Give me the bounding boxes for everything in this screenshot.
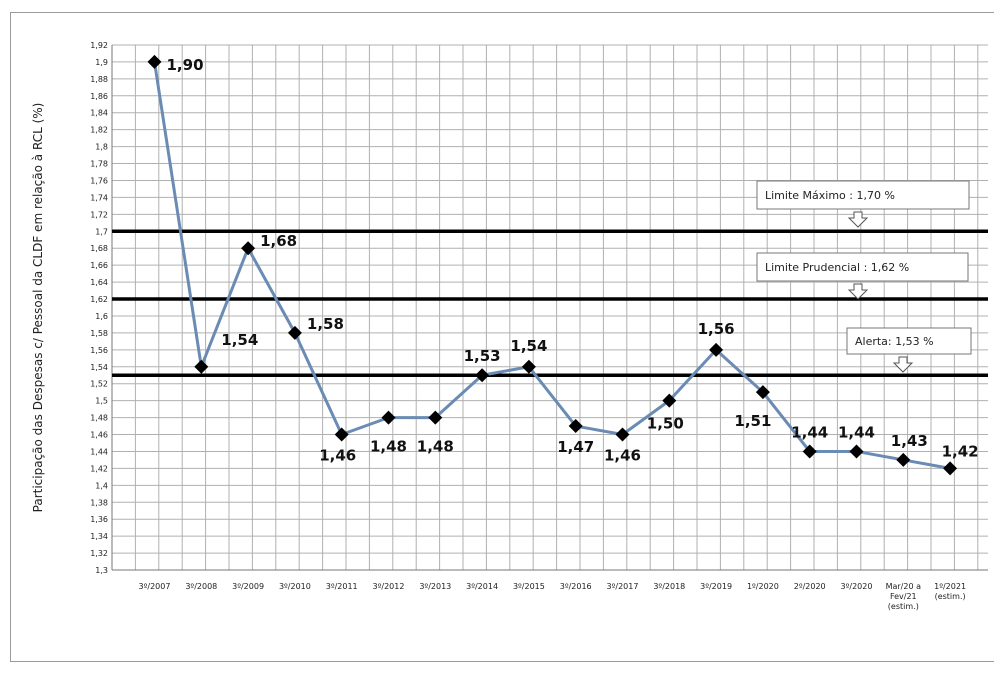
y-tick-label: 1,62 [90, 295, 108, 304]
data-point-marker [709, 342, 724, 357]
data-label: 1,42 [942, 442, 979, 460]
y-tick-label: 1,36 [90, 515, 108, 524]
y-tick-label: 1,66 [90, 261, 108, 270]
chart-frame [10, 12, 994, 662]
data-point-marker [755, 385, 770, 400]
data-label: 1,54 [221, 331, 258, 349]
x-tick-label: 3º/2008 [185, 582, 217, 591]
data-label: 1,48 [370, 438, 407, 456]
data-label: 1,47 [557, 438, 594, 456]
x-tick-label: 3º/2007 [139, 582, 171, 591]
y-tick-label: 1,58 [90, 329, 108, 338]
data-point-marker [381, 410, 396, 425]
data-label: 1,43 [891, 432, 928, 450]
data-point-marker [568, 419, 583, 434]
x-tick-label: 3º/2010 [279, 582, 311, 591]
series-line [153, 61, 951, 470]
y-tick-label: 1,74 [90, 193, 108, 202]
y-tick-label: 1,38 [90, 498, 108, 507]
y-tick-label: 1,44 [90, 447, 108, 456]
y-tick-label: 1,42 [90, 464, 108, 473]
data-point-marker [943, 461, 958, 476]
x-tick-label: 3º/2015 [513, 582, 545, 591]
x-tick-label: 3º/2019 [700, 582, 732, 591]
data-label: 1,50 [647, 415, 684, 433]
y-tick-label: 1,4 [95, 481, 108, 490]
data-point-marker [475, 368, 490, 383]
data-label: 1,54 [510, 337, 547, 355]
data-label: 1,46 [319, 447, 356, 465]
down-arrow-icon [847, 283, 869, 300]
y-tick-label: 1,32 [90, 549, 108, 558]
y-tick-label: 1,72 [90, 210, 108, 219]
y-tick-label: 1,6 [95, 312, 108, 321]
y-tick-label: 1,92 [90, 41, 108, 50]
y-tick-label: 1,9 [95, 58, 108, 67]
data-label: 1,90 [167, 56, 204, 74]
data-point-marker [662, 393, 677, 408]
y-tick-label: 1,34 [90, 532, 108, 541]
reference-callout-box [846, 327, 972, 355]
x-tick-label: 3º/2012 [373, 582, 405, 591]
reference-callout-box [756, 180, 970, 210]
y-tick-label: 1,48 [90, 414, 108, 423]
data-point-marker [287, 325, 302, 340]
data-point-marker [896, 452, 911, 467]
reference-callout-label: Limite Prudencial : 1,62 % [765, 261, 909, 274]
y-tick-label: 1,78 [90, 160, 108, 169]
y-tick-label: 1,82 [90, 126, 108, 135]
data-label: 1,48 [417, 438, 454, 456]
y-tick-label: 1,56 [90, 346, 108, 355]
data-point-marker [334, 427, 349, 442]
y-tick-label: 1,52 [90, 380, 108, 389]
down-arrow-icon [847, 211, 869, 228]
y-tick-label: 1,64 [90, 278, 108, 287]
x-tick-label: 3º/2014 [466, 582, 498, 591]
reference-callout-box [756, 252, 969, 282]
y-axis-title: Participação das Despesas c/ Pessoal da … [31, 103, 45, 513]
x-tick-label: 3º/2020 [841, 582, 873, 591]
x-tick-label: Mar/20 a Fev/21 (estim.) [886, 582, 922, 611]
y-tick-label: 1,76 [90, 176, 108, 185]
data-point-marker [194, 359, 209, 374]
x-tick-label: 1º/2020 [747, 582, 779, 591]
y-tick-label: 1,88 [90, 75, 108, 84]
y-tick-label: 1,3 [95, 566, 108, 575]
y-tick-label: 1,8 [95, 143, 108, 152]
data-label: 1,68 [260, 232, 297, 250]
x-tick-label: 3º/2016 [560, 582, 592, 591]
y-tick-label: 1,86 [90, 92, 108, 101]
x-tick-label: 1º/2021 (estim.) [934, 582, 966, 601]
data-label: 1,44 [838, 423, 875, 441]
data-point-marker [802, 444, 817, 459]
data-label: 1,56 [698, 320, 735, 338]
y-tick-label: 1,5 [95, 397, 108, 406]
reference-callout-label: Alerta: 1,53 % [855, 335, 934, 348]
y-tick-label: 1,84 [90, 109, 108, 118]
data-point-marker [849, 444, 864, 459]
data-point-marker [241, 241, 256, 256]
data-label: 1,46 [604, 447, 641, 465]
x-tick-label: 3º/2013 [419, 582, 451, 591]
x-tick-label: 3º/2017 [607, 582, 639, 591]
x-tick-label: 3º/2011 [326, 582, 358, 591]
y-tick-label: 1,46 [90, 431, 108, 440]
data-point-marker [521, 359, 536, 374]
data-point-marker [615, 427, 630, 442]
data-point-marker [428, 410, 443, 425]
y-tick-label: 1,7 [95, 227, 108, 236]
data-point-marker [147, 54, 162, 69]
x-tick-label: 2º/2020 [794, 582, 826, 591]
data-label: 1,58 [307, 315, 344, 333]
data-label: 1,51 [734, 412, 771, 430]
y-tick-label: 1,54 [90, 363, 108, 372]
reference-callout-label: Limite Máximo : 1,70 % [765, 189, 895, 202]
y-tick-label: 1,68 [90, 244, 108, 253]
data-label: 1,53 [464, 347, 501, 365]
x-tick-label: 3º/2018 [653, 582, 685, 591]
down-arrow-icon [892, 356, 914, 373]
data-label: 1,44 [791, 423, 828, 441]
x-tick-label: 3º/2009 [232, 582, 264, 591]
